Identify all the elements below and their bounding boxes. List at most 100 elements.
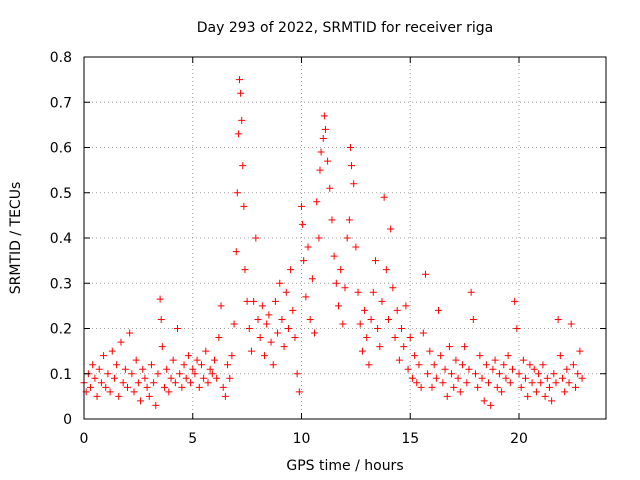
data-point <box>157 315 165 323</box>
data-point <box>280 343 288 351</box>
data-point <box>350 180 358 188</box>
data-point <box>191 370 199 378</box>
x-tick-label: 0 <box>80 431 89 447</box>
data-point <box>346 144 354 151</box>
data-point <box>184 352 192 360</box>
data-point <box>552 379 560 387</box>
data-point <box>480 397 488 405</box>
data-point <box>341 284 349 292</box>
data-point <box>160 383 168 391</box>
data-point <box>269 361 277 369</box>
data-point <box>295 388 303 396</box>
data-point <box>211 356 218 364</box>
data-point <box>178 383 186 391</box>
data-point <box>104 370 112 378</box>
y-tick-label: 0.7 <box>50 95 72 111</box>
data-point <box>365 361 373 369</box>
data-point <box>437 352 445 360</box>
data-point <box>469 315 477 323</box>
data-point <box>454 374 462 382</box>
data-point <box>332 279 340 287</box>
data-point <box>189 365 197 373</box>
data-point <box>219 383 227 391</box>
x-tick-label: 20 <box>510 431 528 447</box>
data-point <box>500 361 508 369</box>
data-point <box>299 220 307 228</box>
data-point <box>287 266 295 274</box>
data-point <box>487 401 495 409</box>
data-point <box>539 361 547 369</box>
data-point <box>572 383 580 391</box>
data-point <box>239 162 247 170</box>
data-point <box>256 334 264 342</box>
data-point <box>550 370 558 378</box>
data-point <box>513 325 521 332</box>
data-point <box>141 374 149 382</box>
data-point <box>387 225 395 233</box>
data-point <box>110 374 118 382</box>
data-point <box>324 157 332 165</box>
data-point <box>100 352 108 360</box>
data-point <box>187 379 195 387</box>
data-point <box>424 370 432 378</box>
data-point <box>491 356 499 364</box>
data-point <box>245 325 253 332</box>
data-point <box>87 383 95 391</box>
data-point <box>569 361 577 369</box>
data-point <box>389 284 397 292</box>
y-tick-label: 0.2 <box>50 322 72 338</box>
data-point <box>236 76 244 84</box>
data-point <box>276 279 284 287</box>
data-point <box>152 401 160 409</box>
data-point <box>154 370 162 378</box>
chart-title: Day 293 of 2022, SRMTID for receiver rig… <box>197 20 494 36</box>
data-point <box>506 379 514 387</box>
data-point <box>489 365 497 373</box>
data-point <box>519 356 527 364</box>
data-point <box>326 184 334 192</box>
data-point <box>163 365 171 373</box>
data-point <box>174 325 182 332</box>
data-point <box>343 234 351 242</box>
data-points <box>80 76 586 409</box>
data-point <box>369 288 377 296</box>
y-tick-label: 0.5 <box>50 186 72 202</box>
data-point <box>530 365 538 373</box>
x-axis-title: GPS time / hours <box>286 458 403 474</box>
data-point <box>241 266 249 274</box>
data-point <box>348 162 356 170</box>
data-point <box>289 306 297 314</box>
data-point <box>426 347 434 355</box>
data-point <box>158 343 166 351</box>
data-point <box>413 379 421 387</box>
data-point <box>432 374 440 382</box>
data-point <box>354 288 362 296</box>
data-point <box>308 275 316 283</box>
data-point <box>271 297 279 305</box>
data-point <box>367 315 375 323</box>
data-point <box>224 361 232 369</box>
data-point <box>306 315 314 323</box>
axis-ticks <box>83 56 606 420</box>
data-point <box>358 347 366 355</box>
y-tick-label: 0 <box>63 412 72 428</box>
y-tick-label: 0.8 <box>50 50 72 66</box>
data-point <box>252 234 260 242</box>
data-point <box>535 370 543 378</box>
data-point <box>465 365 473 373</box>
data-point <box>165 388 173 396</box>
data-point <box>395 356 403 364</box>
data-point <box>204 379 212 387</box>
data-point <box>91 374 99 382</box>
data-point <box>528 379 536 387</box>
data-point <box>93 392 101 400</box>
data-point <box>382 266 390 274</box>
data-point <box>293 370 301 378</box>
data-point <box>304 243 312 251</box>
data-point <box>320 112 328 120</box>
data-point <box>439 379 447 387</box>
y-tick-label: 0.6 <box>50 141 72 157</box>
data-point <box>417 383 425 391</box>
data-point <box>485 379 493 387</box>
data-point <box>393 306 401 314</box>
